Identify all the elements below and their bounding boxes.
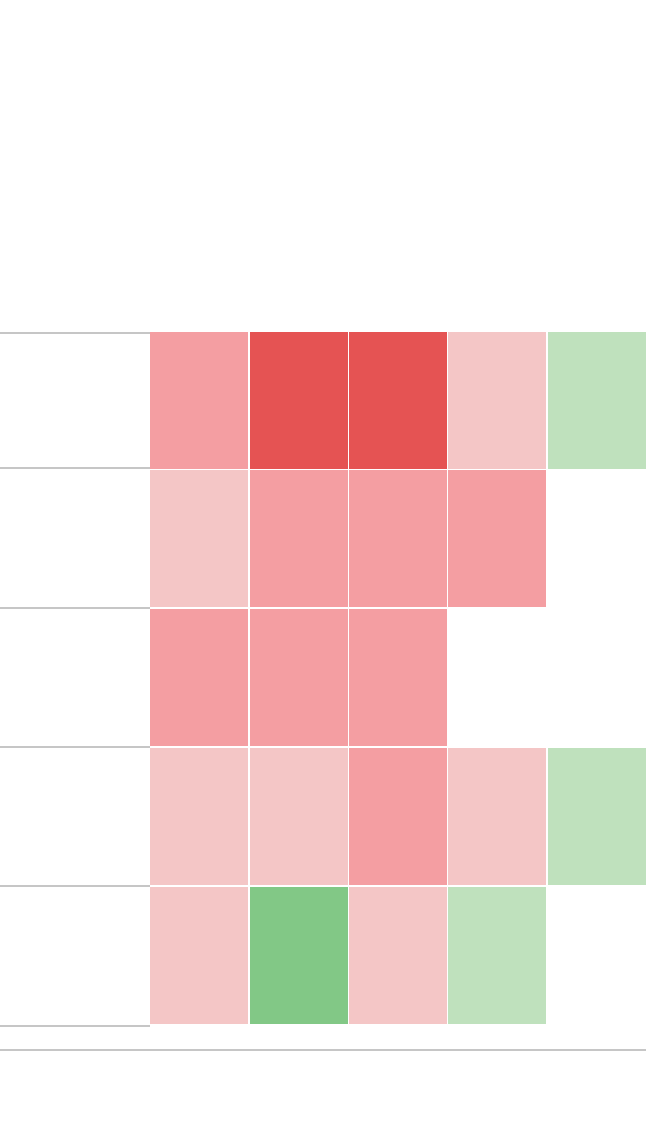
heatmap-cell-r3-c1 <box>150 609 248 746</box>
heatmap-cell-r5-c4 <box>448 887 546 1024</box>
heatmap-cell-r4-c1 <box>150 748 248 885</box>
heatmap-cell-r5-c3 <box>349 887 447 1024</box>
heatmap-cell-r1-c4 <box>448 332 546 469</box>
heatmap-cell-r1-c1 <box>150 332 248 469</box>
heatmap-cell-r4-c3 <box>349 748 447 885</box>
heatmap-cell-r2-c2 <box>250 470 348 607</box>
heatmap-cell-r3-c2 <box>250 609 348 746</box>
heatmap-cell-r2-c4 <box>448 470 546 607</box>
heatmap-cell-r4-c4 <box>448 748 546 885</box>
heatmap-cell-r1-c5 <box>548 332 646 469</box>
heatmap-cell-r1-c2 <box>250 332 348 469</box>
heatmap-cell-r2-c1 <box>150 470 248 607</box>
heatmap-cell-r3-c3 <box>349 609 447 746</box>
heatmap-cell-r4-c5 <box>548 748 646 885</box>
heatmap-cell-r4-c2 <box>250 748 348 885</box>
heatmap-cell-r5-c1 <box>150 887 248 1024</box>
heatmap-cell-r2-c3 <box>349 470 447 607</box>
heatmap-cell-r5-c2 <box>250 887 348 1024</box>
heatmap-cell-r1-c3 <box>349 332 447 469</box>
